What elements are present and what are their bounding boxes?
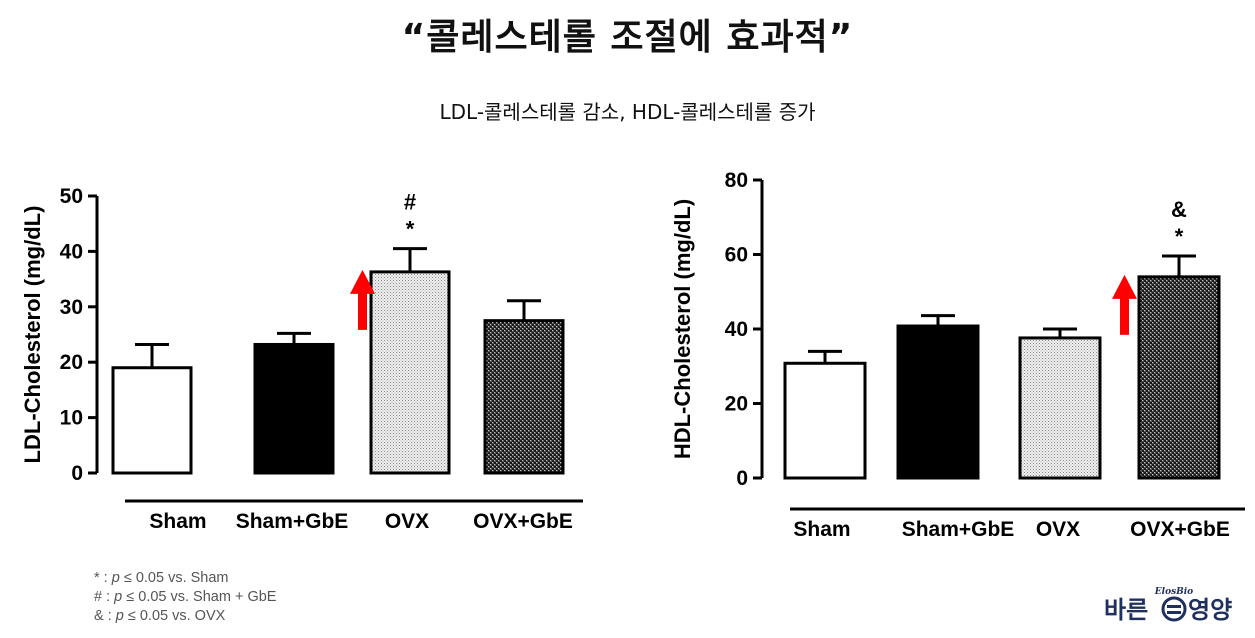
x-category-label: OVX+GbE (473, 510, 573, 533)
x-category-label: OVX+GbE (1130, 518, 1230, 541)
significance-label: & (1171, 197, 1187, 222)
footnote-3: & : p ≤ 0.05 vs. OVX (94, 608, 226, 624)
logo-left-text: 바른 (1104, 596, 1148, 624)
bar-ovx-gbe (1137, 275, 1221, 480)
x-category-label: Sham (149, 510, 206, 533)
page-subtitle: LDL-콜레스테롤 감소, HDL-콜레스테롤 증가 (439, 100, 816, 124)
logo-ring-bar2-icon (1167, 611, 1181, 614)
y-tick-label: 30 (60, 296, 83, 319)
y-tick-label: 50 (60, 185, 83, 208)
brand-logo: 바른 ElosBio 영양 (1104, 582, 1244, 630)
up-arrow-icon (350, 269, 375, 294)
bar-sham (783, 361, 867, 480)
y-tick-label: 20 (725, 393, 748, 416)
y-tick-label: 40 (60, 240, 83, 263)
significance-label: # (404, 190, 416, 215)
bar-ovx (369, 270, 451, 475)
bar-ovx-gbe (483, 319, 565, 475)
y-tick-label: 0 (736, 467, 748, 490)
logo-right-text: 영양 (1188, 596, 1232, 624)
y-axis-label: HDL-Cholesterol (mg/dL) (670, 199, 695, 459)
y-tick-label: 0 (71, 462, 83, 485)
x-category-label: Sham (793, 518, 850, 541)
y-tick-label: 40 (725, 318, 748, 341)
brand-logo-svg: 바른 ElosBio 영양 (1104, 587, 1232, 624)
up-arrow-icon (1112, 274, 1137, 299)
y-tick-label: 20 (60, 351, 83, 374)
footnote-2: # : p ≤ 0.05 vs. Sham + GbE (94, 589, 277, 605)
bar-sham-gbe (253, 342, 335, 475)
ldl-chart: LDL-Cholesterol (mg/dL) 0 10 20 30 40 50 # * Sham… (0, 160, 610, 550)
logo-arc-text: ElosBio (1154, 587, 1193, 597)
ldl-chart-svg: LDL-Cholesterol (mg/dL) 0 10 20 30 40 50 #* Sham… (20, 185, 583, 533)
hdl-chart: HDL-Cholesterol (mg/dL) 0 20 40 60 80 & * Sham Sh… (640, 160, 1250, 550)
footnote-1: * : p ≤ 0.05 vs. Sham (94, 570, 229, 586)
logo-ring-icon (1161, 596, 1187, 622)
x-category-label: Sham+GbE (902, 518, 1015, 541)
y-axis-label: LDL-Cholesterol (mg/dL) (20, 206, 45, 464)
bar-sham-gbe (896, 324, 980, 480)
x-category-label: OVX (385, 510, 429, 533)
y-tick-label: 60 (725, 244, 748, 267)
up-arrow-shaft (358, 289, 367, 330)
significance-label: * (1175, 224, 1184, 249)
x-category-label: OVX (1036, 518, 1080, 541)
bar-ovx (1018, 336, 1102, 480)
y-tick-label: 80 (725, 169, 748, 192)
significance-label: * (406, 217, 415, 242)
hdl-chart-svg: HDL-Cholesterol (mg/dL) 0 20 40 60 80 &* Sham Sh… (670, 169, 1245, 541)
page-title: “콜레스테롤 조절에 효과적” (401, 17, 854, 58)
up-arrow-shaft (1120, 294, 1129, 335)
bar-sham (111, 366, 193, 475)
x-category-label: Sham+GbE (236, 510, 349, 533)
y-tick-label: 10 (60, 407, 83, 430)
logo-ring-bar-icon (1167, 605, 1181, 608)
footnotes: * : p ≤ 0.05 vs. Sham # : p ≤ 0.05 vs. S… (94, 569, 276, 626)
